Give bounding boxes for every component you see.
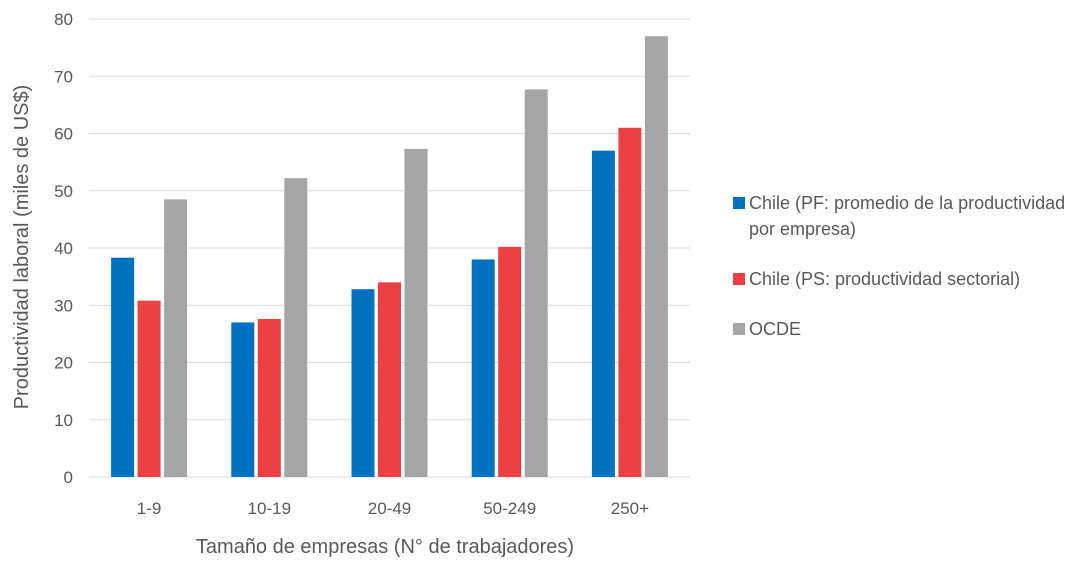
y-tick-label: 50: [54, 182, 73, 201]
bar-series-1-50-249: [471, 259, 495, 477]
y-tick-label: 30: [54, 296, 73, 315]
y-tick-label: 40: [54, 239, 73, 258]
bar-series-3-50-249: [524, 89, 548, 477]
x-tick-label: 20-49: [368, 499, 411, 518]
bar-series-2-250+: [618, 127, 642, 478]
legend-item-chile-pf: Chile (PF: promedio de la productividad …: [733, 190, 1078, 242]
bar-series-1-20-49: [351, 289, 375, 477]
bar-series-2-50-249: [498, 246, 522, 477]
y-tick-label: 60: [54, 125, 73, 144]
legend-swatch-chile-pf: [733, 197, 745, 209]
legend-label-chile-ps: Chile (PS: productividad sectorial): [749, 269, 1021, 289]
bar-series-2-20-49: [378, 282, 401, 477]
gridlines: [89, 18, 690, 478]
x-tick-labels: 1-9 10-19 20-49 50-249 250+: [137, 499, 649, 518]
bar-series-1-250+: [591, 150, 615, 478]
x-axis-title: Tamaño de empresas (N° de trabajadores): [196, 536, 574, 558]
bar-series-3-20-49: [404, 148, 428, 477]
legend-label-chile-pf: Chile (PF: promedio de la productividad …: [749, 193, 1066, 239]
y-tick-labels: 0 10 20 30 40 50 60 70 80: [54, 10, 73, 487]
y-axis-title: Productividad laboral (miles de US$): [11, 85, 33, 410]
x-tick-label: 1-9: [137, 499, 162, 518]
bar-series-3-250+: [644, 36, 668, 478]
legend-label-ocde: OCDE: [749, 319, 802, 339]
bar-series-3-1-9: [164, 199, 188, 477]
legend-swatch-chile-ps: [733, 273, 745, 285]
y-tick-label: 10: [54, 411, 73, 430]
bar-series-2-1-9: [137, 300, 161, 477]
bar-series-1-1-9: [111, 257, 135, 477]
y-tick-label: 20: [54, 354, 73, 373]
legend-item-chile-ps: Chile (PS: productividad sectorial): [733, 266, 1078, 292]
y-tick-label: 70: [54, 67, 73, 86]
y-tick-label: 0: [64, 468, 73, 487]
x-tick-label: 50-249: [483, 499, 536, 518]
legend-swatch-ocde: [733, 323, 745, 335]
x-tick-label: 10-19: [248, 499, 291, 518]
bar-series-3-10-19: [284, 178, 308, 477]
x-tick-label: 250+: [611, 499, 649, 518]
legend: Chile (PF: promedio de la productividad …: [733, 190, 1078, 342]
bar-series-2-10-19: [257, 318, 281, 477]
bars: [111, 36, 668, 478]
bar-series-1-10-19: [231, 322, 255, 477]
legend-item-ocde: OCDE: [733, 316, 1078, 342]
y-tick-label: 80: [54, 10, 73, 29]
